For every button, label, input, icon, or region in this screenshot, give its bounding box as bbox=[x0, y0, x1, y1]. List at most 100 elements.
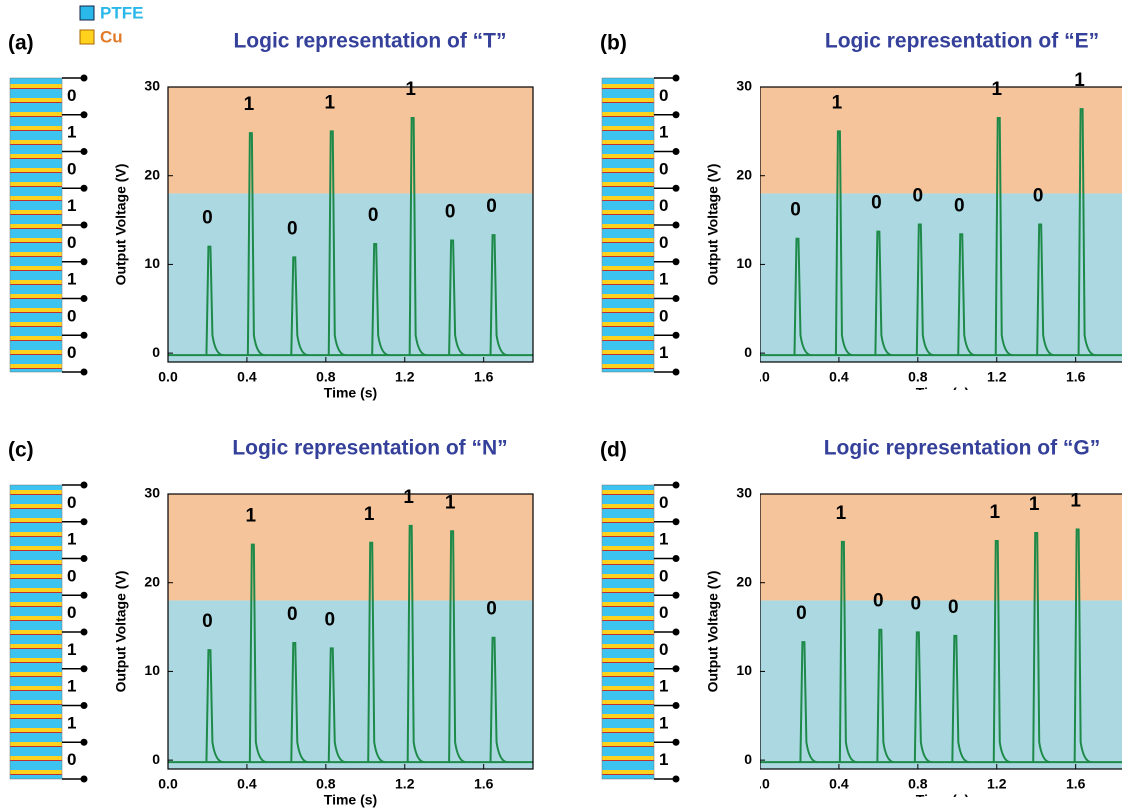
peak-label: 1 bbox=[445, 492, 456, 513]
y-tick-label: 0 bbox=[744, 344, 752, 360]
bit-label: 0 bbox=[659, 233, 668, 252]
y-tick-label: 20 bbox=[736, 573, 752, 589]
terminal-dot bbox=[81, 629, 88, 636]
terminal-dot bbox=[81, 332, 88, 339]
peak-label: 0 bbox=[287, 218, 298, 239]
peak-label: 1 bbox=[403, 487, 414, 508]
y-axis-label: Output Voltage (V) bbox=[705, 571, 721, 693]
x-axis-label: Time (s) bbox=[324, 385, 377, 401]
peak-label: 1 bbox=[991, 79, 1002, 100]
y-tick-label: 10 bbox=[144, 662, 160, 678]
peak-label: 1 bbox=[832, 92, 843, 113]
bit-label: 0 bbox=[659, 603, 668, 622]
terminal-dot bbox=[81, 518, 88, 525]
chart-title: Logic representation of “N” bbox=[232, 437, 507, 460]
bit-label: 1 bbox=[659, 123, 668, 142]
bit-label: 1 bbox=[659, 270, 668, 289]
electrode-stack bbox=[10, 78, 62, 372]
x-axis-label: Time (s) bbox=[916, 385, 969, 401]
y-tick-label: 20 bbox=[144, 166, 160, 182]
bit-label: 1 bbox=[67, 530, 76, 549]
y-tick-label: 10 bbox=[736, 662, 752, 678]
peak-label: 0 bbox=[871, 193, 882, 214]
x-tick-label: 0.4 bbox=[237, 776, 257, 792]
low-region bbox=[760, 600, 1122, 769]
terminal-dot bbox=[81, 702, 88, 709]
terminal-dot bbox=[673, 111, 680, 118]
bit-label: 0 bbox=[67, 566, 76, 585]
bit-label: 0 bbox=[67, 86, 76, 105]
x-tick-label: 1.2 bbox=[987, 776, 1007, 792]
x-tick-label: 1.6 bbox=[474, 776, 494, 792]
terminal-dot bbox=[673, 776, 680, 783]
terminal-dot bbox=[81, 555, 88, 562]
y-tick-label: 30 bbox=[144, 78, 160, 94]
x-tick-label: 0.8 bbox=[316, 369, 336, 385]
x-tick-label: 0.0 bbox=[750, 776, 770, 792]
legend: PTFE Cu bbox=[80, 3, 143, 46]
peak-label: 0 bbox=[324, 609, 335, 630]
bit-label: 0 bbox=[659, 306, 668, 325]
bit-label: 1 bbox=[67, 713, 76, 732]
high-region bbox=[760, 494, 1122, 600]
x-tick-label: 0.8 bbox=[908, 776, 928, 792]
low-region bbox=[168, 600, 533, 769]
terminal-dot bbox=[673, 482, 680, 489]
panel: 0.00.40.81.21.6Time (s)01000101 bbox=[750, 70, 1122, 401]
terminal-dot bbox=[673, 702, 680, 709]
peak-label: 0 bbox=[911, 593, 922, 614]
high-region bbox=[760, 87, 1122, 193]
low-region bbox=[760, 193, 1122, 362]
y-tick-label: 10 bbox=[736, 255, 752, 271]
y-tick-label: 10 bbox=[144, 255, 160, 271]
x-tick-label: 0.8 bbox=[908, 369, 928, 385]
low-region bbox=[168, 193, 533, 362]
peak-label: 1 bbox=[364, 504, 375, 525]
terminal-dot bbox=[81, 482, 88, 489]
x-tick-label: 0.4 bbox=[829, 776, 849, 792]
terminal-dot bbox=[673, 555, 680, 562]
bit-label: 0 bbox=[67, 603, 76, 622]
peak-label: 0 bbox=[790, 200, 801, 221]
y-tick-label: 30 bbox=[736, 485, 752, 501]
bit-label: 1 bbox=[659, 750, 668, 769]
x-tick-label: 0.0 bbox=[750, 369, 770, 385]
terminal-dot bbox=[81, 665, 88, 672]
terminal-dot bbox=[673, 295, 680, 302]
bit-label: 1 bbox=[67, 640, 76, 659]
legend-swatch bbox=[80, 30, 94, 44]
bit-label: 0 bbox=[67, 233, 76, 252]
panel-label: (c) bbox=[8, 439, 34, 462]
terminal-dot bbox=[81, 295, 88, 302]
terminal-dot bbox=[81, 185, 88, 192]
x-tick-label: 1.2 bbox=[395, 776, 415, 792]
bit-label: 0 bbox=[659, 86, 668, 105]
peak-label: 1 bbox=[246, 506, 257, 527]
y-axis-label: Output Voltage (V) bbox=[113, 164, 129, 286]
terminal-dot bbox=[81, 369, 88, 376]
terminal-dot bbox=[673, 332, 680, 339]
bit-label: 1 bbox=[67, 270, 76, 289]
peak-label: 0 bbox=[445, 201, 456, 222]
terminal-dot bbox=[81, 592, 88, 599]
figure: PTFE Cu 0.00.40.81.21.6Time (s)01010100(… bbox=[0, 0, 1122, 812]
y-tick-label: 20 bbox=[144, 573, 160, 589]
peak-label: 1 bbox=[836, 503, 847, 524]
electrode-stack bbox=[10, 485, 62, 779]
bit-label: 0 bbox=[67, 493, 76, 512]
chart-title: Logic representation of “G” bbox=[824, 437, 1101, 460]
x-tick-label: 1.2 bbox=[395, 369, 415, 385]
x-tick-label: 1.6 bbox=[1066, 776, 1086, 792]
bit-label: 1 bbox=[659, 713, 668, 732]
legend-label: Cu bbox=[100, 27, 123, 46]
bit-label: 0 bbox=[659, 159, 668, 178]
chart-title: Logic representation of “T” bbox=[233, 30, 506, 53]
terminal-dot bbox=[673, 592, 680, 599]
terminal-dot bbox=[81, 75, 88, 82]
bit-label: 0 bbox=[659, 493, 668, 512]
bit-label: 0 bbox=[659, 640, 668, 659]
peak-label: 0 bbox=[948, 597, 959, 618]
x-tick-label: 1.6 bbox=[474, 369, 494, 385]
